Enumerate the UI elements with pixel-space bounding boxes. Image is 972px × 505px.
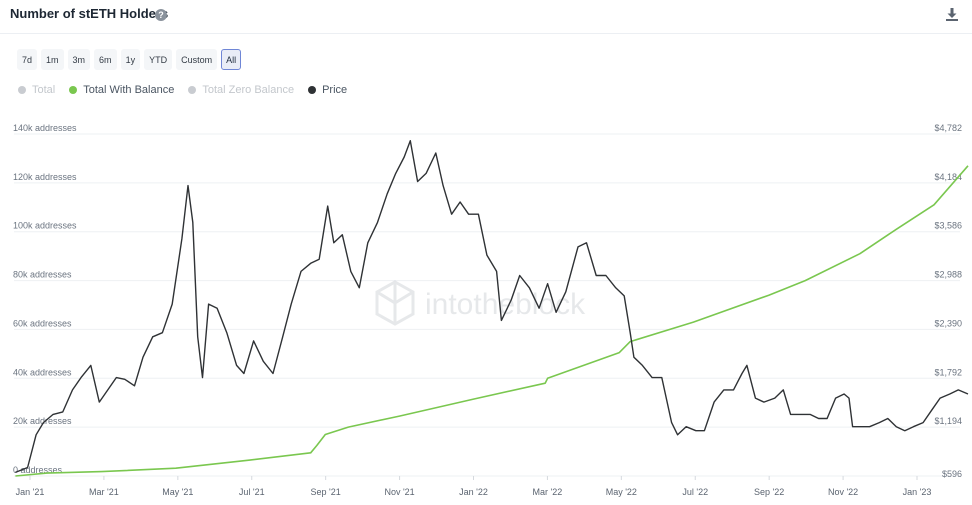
x-tick-label: Mar '21 (89, 487, 119, 497)
x-tick-label: Jul '22 (682, 487, 708, 497)
y-right-tick-label: $3,586 (934, 221, 962, 231)
x-tick-label: Jan '23 (903, 487, 932, 497)
x-tick-label: Nov '21 (384, 487, 414, 497)
y-left-tick-label: 40k addresses (13, 367, 72, 377)
series-line-price (15, 140, 969, 474)
y-left-tick-label: 120k addresses (13, 172, 77, 182)
range-button-3m[interactable]: 3m (67, 49, 91, 70)
legend-dot-icon (69, 86, 78, 94)
range-button-ytd[interactable]: YTD (144, 49, 173, 70)
y-right-tick-label: $4,184 (934, 172, 962, 182)
legend-item-total[interactable]: Total (18, 84, 55, 96)
range-button-6m[interactable]: 6m (94, 49, 117, 70)
question-circle-icon[interactable]: ? (155, 9, 167, 21)
chart-header: Number of stETH Holders ? (0, 0, 972, 34)
range-button-all[interactable]: All (221, 49, 242, 70)
watermark-text: intotheblock (425, 288, 586, 321)
range-button-7d[interactable]: 7d (17, 49, 38, 70)
x-tick-label: Nov '22 (828, 487, 858, 497)
x-tick-label: Sep '22 (754, 487, 784, 497)
watermark-logo-icon (375, 280, 415, 326)
x-tick-label: Jul '21 (239, 487, 265, 497)
time-range-selector: 7d 1m 3m 6m 1y YTD Custom All (17, 49, 242, 70)
range-button-1y[interactable]: 1y (120, 49, 141, 70)
legend-dot-icon (308, 86, 317, 94)
y-left-tick-label: 140k addresses (13, 123, 77, 133)
legend-label: Total With Balance (83, 84, 175, 96)
legend-label: Total Zero Balance (202, 84, 295, 96)
x-tick-label: Mar '22 (533, 487, 563, 497)
watermark: intotheblock (375, 280, 586, 326)
x-tick-label: May '21 (162, 487, 193, 497)
y-right-tick-label: $2,988 (934, 270, 962, 280)
range-button-1m[interactable]: 1m (41, 49, 64, 70)
chart-title: Number of stETH Holders (10, 6, 169, 21)
legend-dot-icon (188, 86, 197, 94)
y-left-tick-label: 60k addresses (13, 318, 72, 328)
y-left-tick-label: 0 addresses (13, 465, 63, 475)
x-tick-label: May '22 (606, 487, 637, 497)
series-line-total-with-balance (15, 165, 969, 477)
x-tick-label: Jan '22 (459, 487, 488, 497)
legend-label: Total (32, 84, 56, 96)
chart-legend: Total Total With Balance Total Zero Balanc… (18, 84, 347, 96)
y-left-tick-label: 100k addresses (13, 221, 77, 231)
x-tick-label: Jan '21 (16, 487, 45, 497)
y-right-tick-label: $2,390 (934, 318, 962, 328)
y-right-tick-label: $1,194 (934, 416, 962, 426)
legend-dot-icon (18, 86, 26, 94)
legend-item-price[interactable]: Price (308, 84, 347, 96)
legend-item-total-zero-balance[interactable]: Total Zero Balance (188, 84, 294, 96)
x-tick-label: Sep '21 (311, 487, 341, 497)
y-left-tick-label: 80k addresses (13, 270, 72, 280)
download-icon[interactable] (944, 6, 960, 22)
legend-item-total-with-balance[interactable]: Total With Balance (69, 84, 174, 96)
y-right-tick-label: $4,782 (934, 123, 962, 133)
range-button-custom[interactable]: Custom (176, 49, 218, 70)
y-left-tick-label: 20k addresses (13, 416, 72, 426)
legend-label: Price (322, 84, 348, 96)
y-right-tick-label: $596 (942, 469, 962, 479)
y-right-tick-label: $1,792 (934, 367, 962, 377)
